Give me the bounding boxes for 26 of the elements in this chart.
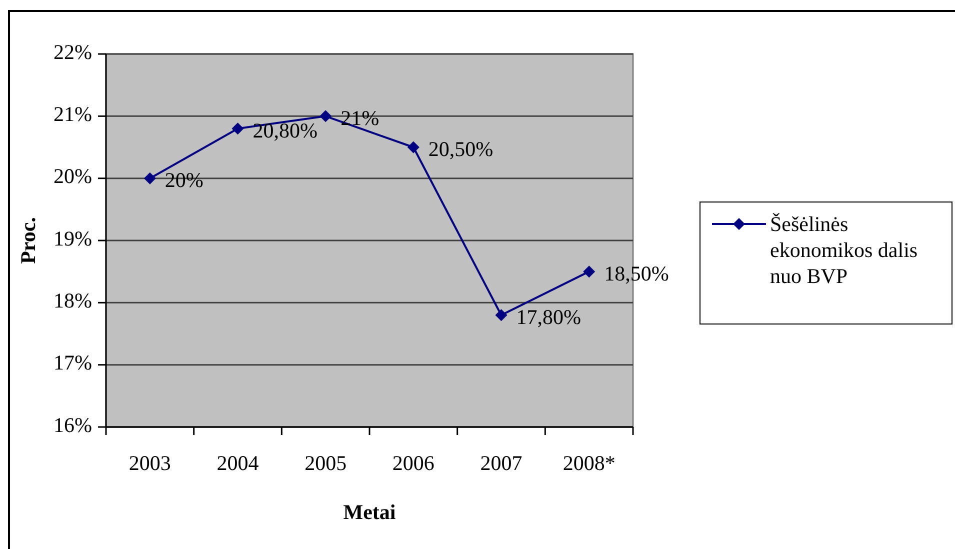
y-tick-label: 17% bbox=[54, 350, 92, 375]
data-label: 20,80% bbox=[252, 118, 318, 142]
x-tick-label: 2006 bbox=[392, 450, 434, 475]
x-tick-label: 2008* bbox=[562, 450, 616, 475]
point bbox=[320, 110, 332, 122]
y-tick-label: 19% bbox=[54, 226, 92, 250]
point bbox=[583, 266, 596, 278]
point bbox=[144, 172, 156, 184]
legend-label: Šešėlinės ekonomikos dalis nuo BVP bbox=[770, 212, 918, 288]
y-axis-title: Proc. bbox=[16, 217, 40, 264]
x-tick-label: 2003 bbox=[128, 450, 171, 475]
y-tick-label: 22% bbox=[54, 40, 92, 64]
x-tick-label: 2005 bbox=[304, 450, 347, 475]
data-label: 18,50% bbox=[604, 261, 669, 286]
x-tick-label: 2004 bbox=[216, 450, 260, 475]
y-tick-label: 20% bbox=[54, 164, 92, 188]
x-tick-label: 2007 bbox=[480, 450, 522, 475]
y-tick-label: 18% bbox=[54, 288, 92, 312]
data-label: 20,50% bbox=[428, 137, 494, 162]
point bbox=[232, 122, 244, 135]
data-label: 17,80% bbox=[516, 304, 581, 329]
y-tick-label: 21% bbox=[54, 102, 92, 126]
point bbox=[407, 141, 420, 154]
y-tick-label: 16% bbox=[54, 412, 92, 437]
point bbox=[495, 309, 508, 322]
x-axis-title: Metai bbox=[343, 500, 396, 524]
